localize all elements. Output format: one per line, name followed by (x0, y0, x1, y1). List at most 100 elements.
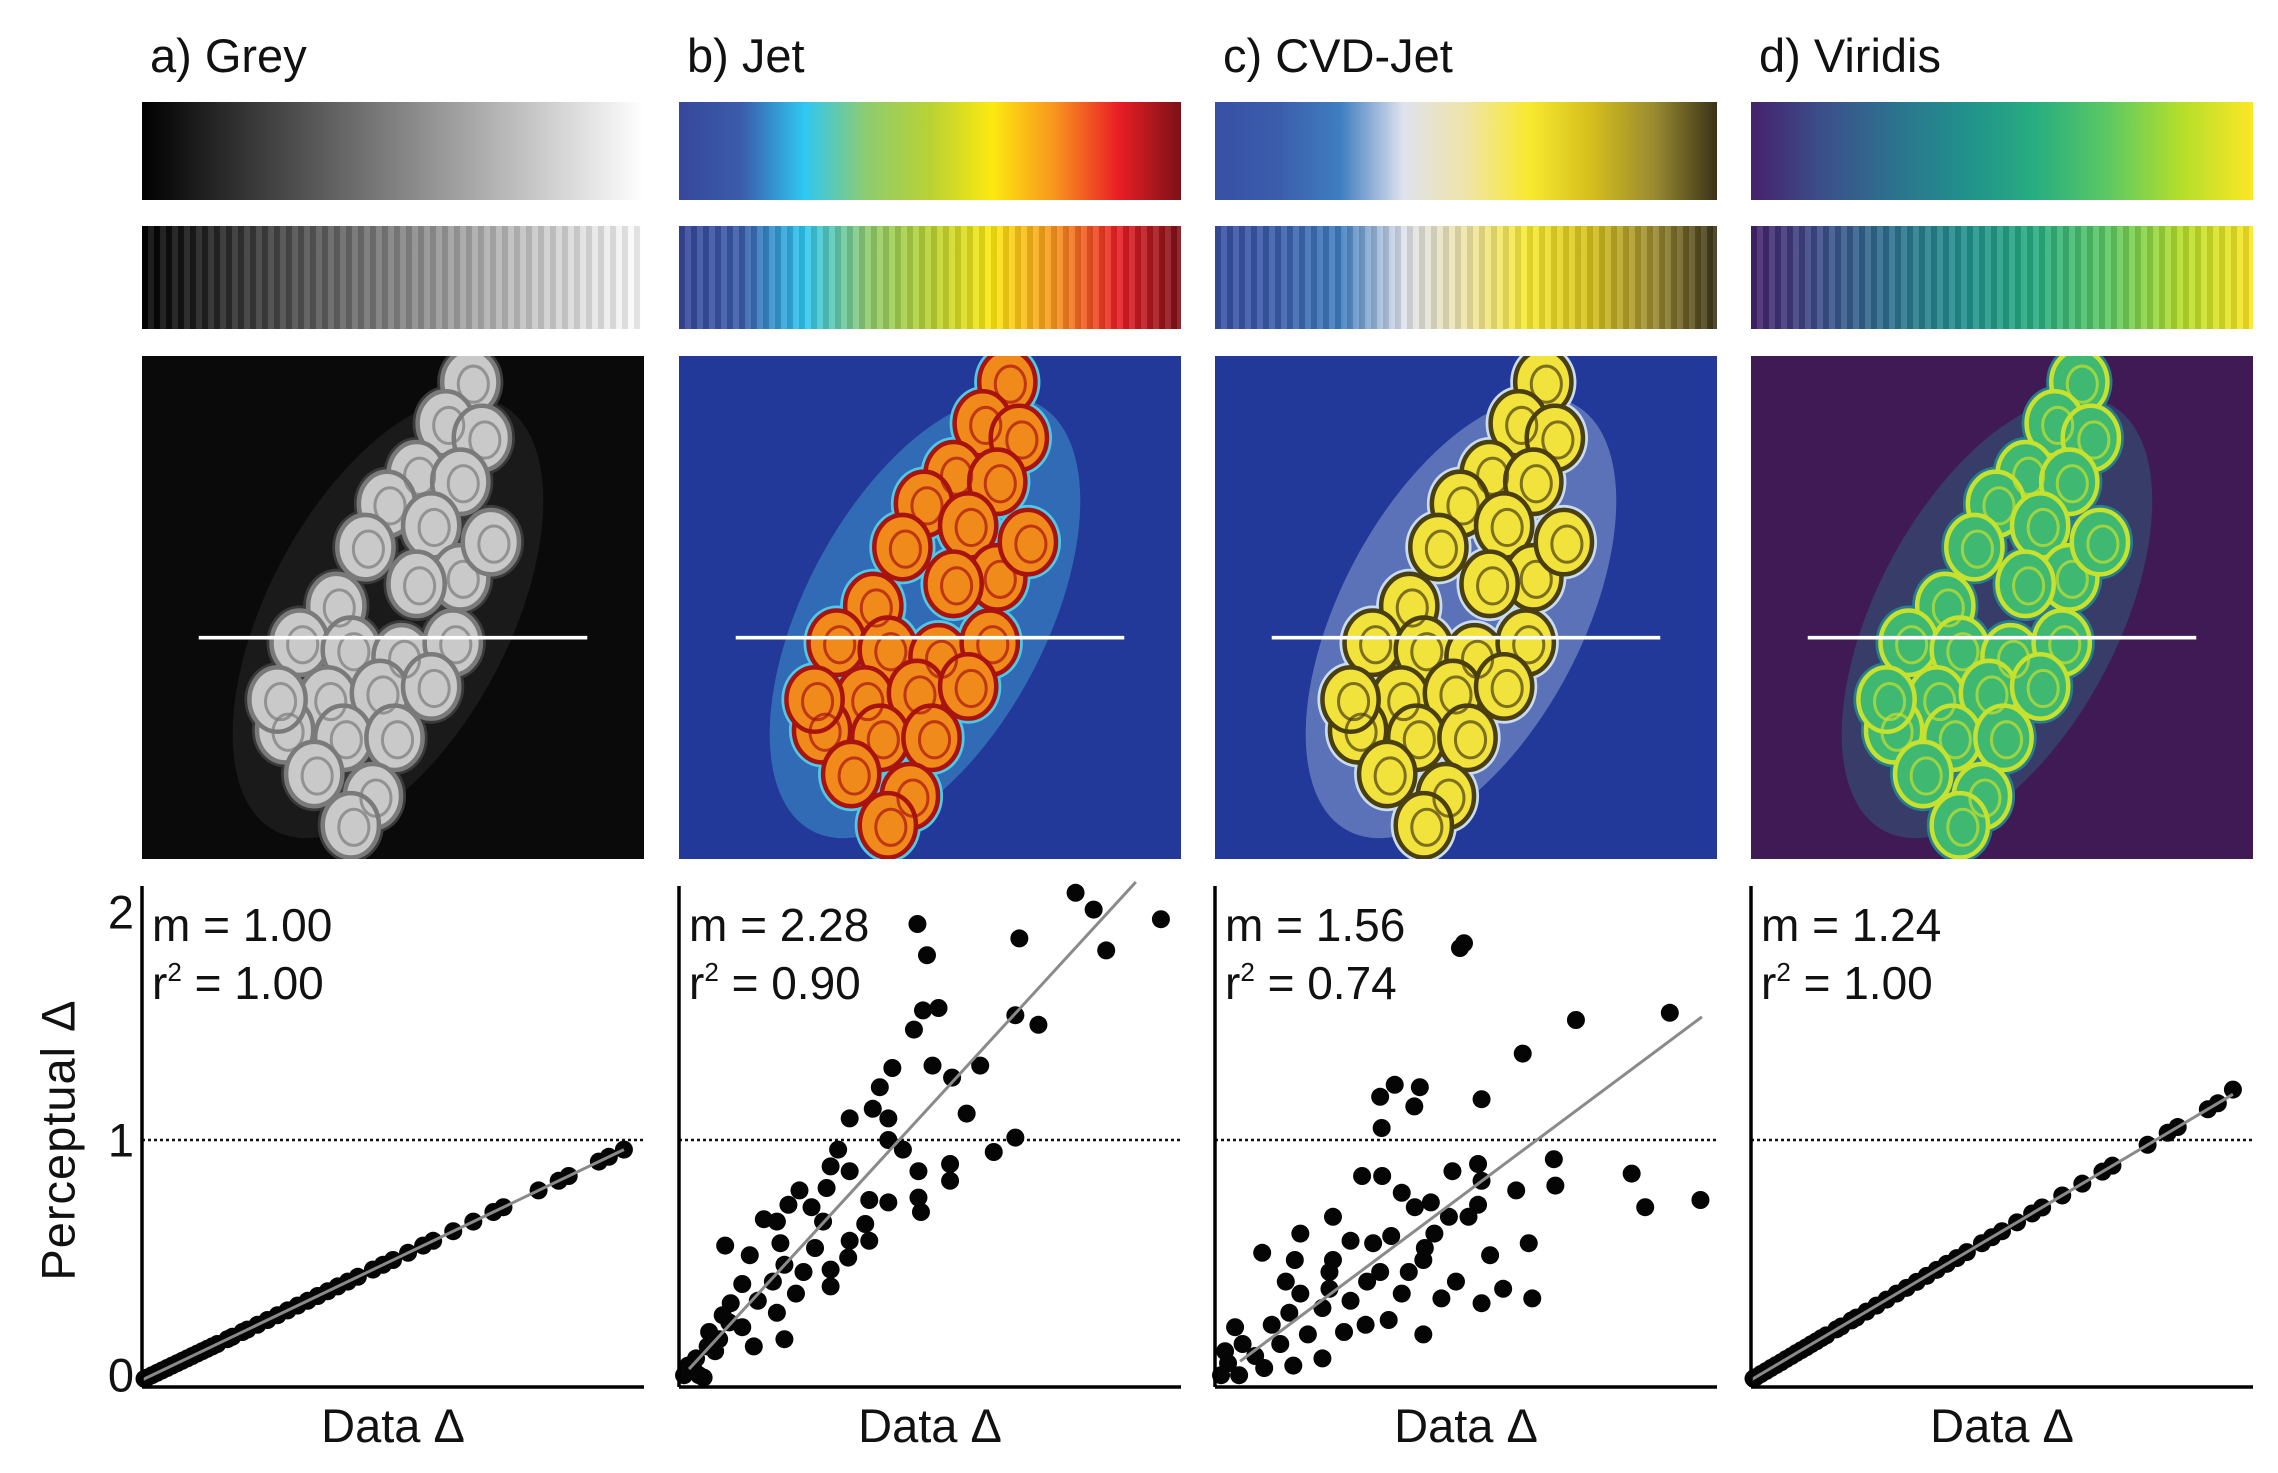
cell-texture (2012, 566, 2046, 606)
cell-texture (1373, 756, 1407, 796)
data-point (744, 1337, 763, 1356)
data-point (700, 1323, 719, 1341)
data-point (1291, 1284, 1310, 1303)
cell-texture (800, 681, 835, 722)
data-point (706, 1342, 725, 1361)
data-point (1472, 1294, 1491, 1313)
data-point (1010, 929, 1029, 948)
cell (386, 549, 447, 619)
data-point (790, 1181, 809, 1200)
cell-texture (300, 756, 334, 796)
r2-value: = 1.00 (181, 957, 324, 1009)
cell-texture (286, 625, 320, 665)
cell-texture (874, 807, 908, 847)
data-point (971, 1056, 990, 1075)
r2-value: = 0.90 (718, 957, 861, 1009)
data-point (1494, 1279, 1513, 1298)
data-point (870, 1078, 889, 1097)
cell-texture (387, 639, 422, 679)
slope-label: m = 1.24 (1761, 899, 1942, 951)
data-point (1425, 1224, 1444, 1243)
colormap-sine-test-bar (142, 226, 644, 329)
cell-texture (1402, 720, 1436, 760)
micrograph-image (142, 356, 644, 859)
data-point (748, 1291, 767, 1310)
data-point (821, 1157, 840, 1176)
cell-texture (1490, 668, 1524, 709)
r-squared-label: r2 = 1.00 (152, 956, 324, 1010)
cell-texture (1996, 639, 2031, 679)
cell-texture (403, 456, 437, 496)
data-point (1414, 1325, 1433, 1344)
data-point (1313, 1349, 1332, 1368)
panel-title: c) CVD-Jet (1223, 29, 1453, 82)
data-point (1271, 1335, 1290, 1353)
r2-superscript: 2 (1240, 957, 1255, 987)
data-point (1410, 1078, 1429, 1097)
data-point (1358, 1272, 1377, 1291)
cell-texture (983, 559, 1017, 599)
cell-texture (1344, 712, 1378, 752)
data-point (786, 1284, 805, 1303)
data-point (720, 1313, 739, 1332)
micrograph-image (1751, 356, 2253, 859)
panel-1: a) Grey m = 1.00 r2 = 1.00 Data Δ (135, 0, 644, 1473)
data-point (1364, 1234, 1383, 1253)
cell-texture (1975, 675, 2009, 715)
y-tick-2: 2 (107, 885, 134, 939)
panel-title: d) Viridis (1759, 29, 1941, 82)
cell-texture (940, 566, 974, 606)
data-point (1636, 1198, 1655, 1217)
cell-texture (1989, 720, 2024, 760)
cell (1929, 790, 1991, 859)
data-point (943, 1068, 962, 1087)
cell (857, 790, 919, 859)
cell-texture (1519, 559, 1553, 599)
data-point (911, 1203, 930, 1221)
cell (923, 549, 984, 619)
panel-3: c) CVD-Jet m = 1.56 r2 = 0.74 Data Δ (1212, 0, 1717, 1473)
cell-texture (1938, 720, 1972, 760)
x-axis-label: Data Δ (1930, 1399, 2074, 1452)
cell-texture (1460, 639, 1495, 679)
colormap-sine-test-bar (679, 226, 1181, 329)
sine-stripes (679, 226, 1181, 329)
cell-texture (1336, 681, 1371, 722)
data-point (614, 1140, 633, 1159)
cell-texture (888, 529, 922, 569)
cell-texture (1872, 681, 1907, 722)
panel-2: b) Jet m = 2.28 r2 = 0.90 Data Δ (675, 0, 1181, 1473)
data-point (941, 1171, 960, 1190)
data-point (909, 1162, 928, 1181)
data-point (840, 1231, 859, 1250)
data-point (941, 1155, 960, 1173)
data-point (767, 1303, 786, 1322)
cell-texture (837, 756, 871, 796)
panel-4: d) Viridis m = 1.24 r2 = 1.00 Data Δ (1744, 0, 2253, 1473)
cell-texture (954, 668, 988, 709)
data-point (1472, 1090, 1491, 1109)
cell (784, 665, 845, 735)
fit-line (141, 1148, 625, 1382)
cell-texture (1529, 364, 1563, 404)
cell-texture (910, 486, 944, 526)
cell-texture (359, 778, 393, 818)
cell-texture (477, 524, 511, 564)
colormap-sine-test-bar (1215, 226, 1717, 329)
cell-texture (1512, 625, 1546, 665)
data-point (1230, 1366, 1249, 1385)
scatter-plot (135, 886, 644, 1389)
cell-texture (969, 405, 1003, 446)
cell (1320, 665, 1381, 735)
fit-line (1750, 1093, 2234, 1382)
cell-texture (1505, 405, 1539, 446)
data-point (794, 1263, 813, 1281)
cell (1995, 549, 2056, 619)
data-point (840, 1109, 859, 1128)
data-point (1262, 1315, 1281, 1334)
cell (1973, 703, 2034, 773)
cell-texture (1359, 625, 1393, 665)
slope-label: m = 2.28 (689, 899, 870, 951)
fit-line (1239, 1015, 1703, 1363)
cell-texture (1519, 464, 1553, 504)
